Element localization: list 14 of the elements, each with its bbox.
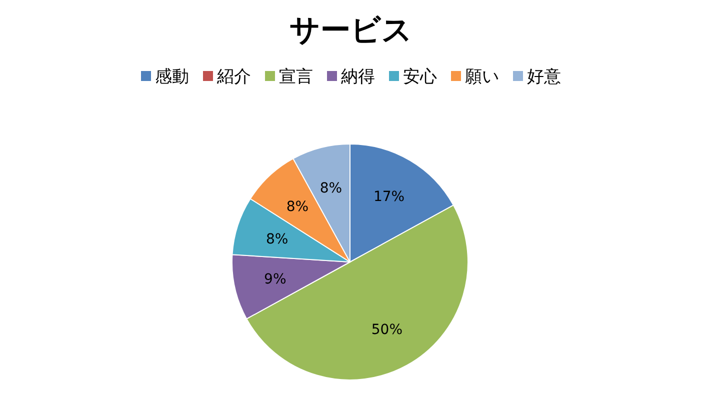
data-label: 17% <box>373 188 405 205</box>
legend-label: 願い <box>465 67 499 87</box>
data-label: 50% <box>371 322 403 338</box>
chart-title: サービス <box>290 13 412 48</box>
legend-label: 安心 <box>403 67 437 87</box>
data-label: 8% <box>266 231 288 248</box>
legend-label: 好意 <box>527 67 561 87</box>
legend-label: 納得 <box>341 67 375 87</box>
legend-label: 宣言 <box>279 67 313 87</box>
data-label: 9% <box>264 272 286 288</box>
legend-label: 紹介 <box>216 67 251 87</box>
data-label: 8% <box>320 180 342 197</box>
data-label: 8% <box>286 199 309 216</box>
legend-label: 感動 <box>155 67 189 87</box>
